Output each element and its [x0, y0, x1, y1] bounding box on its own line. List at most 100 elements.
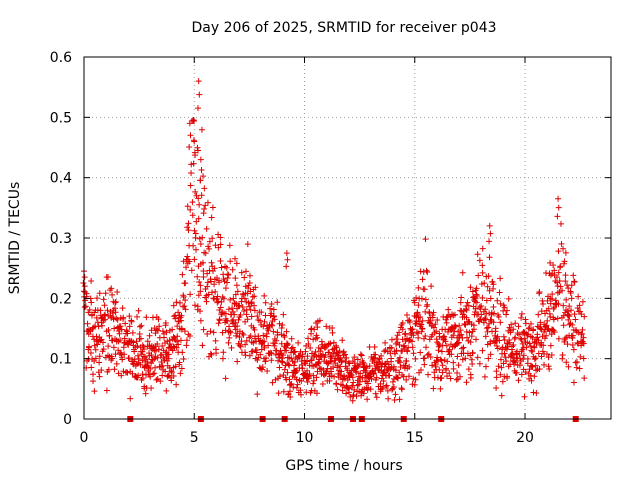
data-point — [469, 360, 476, 367]
data-point — [395, 357, 402, 364]
data-point — [485, 273, 492, 280]
data-point — [337, 363, 344, 370]
data-point — [190, 160, 197, 167]
data-point — [144, 338, 151, 345]
data-point — [409, 326, 416, 333]
data-point — [406, 318, 413, 325]
data-point — [497, 300, 504, 307]
data-point — [518, 371, 525, 378]
data-point — [293, 384, 300, 391]
data-point — [251, 326, 258, 333]
data-point — [284, 369, 291, 376]
data-point — [232, 275, 239, 282]
data-point — [454, 353, 461, 360]
data-point — [540, 301, 547, 308]
data-point — [242, 352, 249, 359]
data-point — [310, 380, 317, 387]
data-point — [571, 311, 578, 318]
data-point — [385, 395, 392, 402]
data-point — [118, 372, 125, 379]
data-point — [450, 359, 457, 366]
data-point — [304, 353, 311, 360]
data-point — [124, 369, 131, 376]
data-point — [202, 250, 209, 257]
data-point — [260, 332, 267, 339]
data-point — [574, 339, 581, 346]
data-point — [174, 323, 181, 330]
data-point — [565, 285, 572, 292]
data-point — [111, 305, 118, 312]
data-point — [173, 338, 180, 345]
data-point — [443, 342, 450, 349]
data-point — [270, 328, 277, 335]
data-point — [541, 335, 548, 342]
data-point — [91, 342, 98, 349]
data-point — [129, 329, 136, 336]
data-point — [178, 312, 185, 319]
data-point — [305, 375, 312, 382]
data-point — [125, 341, 132, 348]
data-point — [465, 318, 472, 325]
data-point — [187, 182, 194, 189]
data-point — [338, 357, 345, 364]
data-point — [581, 313, 588, 320]
data-point — [564, 341, 571, 348]
data-point — [96, 353, 103, 360]
data-point — [297, 387, 304, 394]
data-point — [181, 328, 188, 335]
data-point — [212, 337, 219, 344]
data-point — [94, 341, 101, 348]
data-point — [151, 370, 158, 377]
data-point — [170, 302, 177, 309]
data-point — [447, 313, 454, 320]
data-point — [257, 351, 264, 358]
data-point — [529, 363, 536, 370]
data-point — [283, 250, 290, 257]
data-point — [571, 279, 578, 286]
data-point — [222, 285, 229, 292]
data-point — [168, 369, 175, 376]
data-point — [426, 309, 433, 316]
data-point — [242, 318, 249, 325]
data-point — [340, 348, 347, 355]
data-point — [86, 306, 93, 313]
data-point — [310, 372, 317, 379]
data-point — [415, 284, 422, 291]
data-point — [545, 363, 552, 370]
data-point — [316, 317, 323, 324]
data-point — [119, 305, 126, 312]
data-point — [535, 350, 542, 357]
x-tick-label: 15 — [406, 430, 424, 446]
data-point — [152, 364, 159, 371]
data-point — [227, 329, 234, 336]
data-point — [433, 328, 440, 335]
data-point — [278, 331, 285, 338]
data-point — [516, 331, 523, 338]
data-point — [306, 370, 313, 377]
data-point — [392, 391, 399, 398]
data-point — [457, 327, 464, 334]
data-point — [265, 342, 272, 349]
data-point — [474, 251, 481, 258]
data-point — [195, 215, 202, 222]
data-point — [197, 156, 204, 163]
data-point — [251, 293, 258, 300]
data-point — [148, 327, 155, 334]
data-point — [88, 299, 95, 306]
data-point — [162, 320, 169, 327]
data-point — [539, 348, 546, 355]
data-point — [205, 243, 212, 250]
data-point — [261, 344, 268, 351]
data-point — [472, 305, 479, 312]
data-point — [490, 319, 497, 326]
data-point — [421, 355, 428, 362]
data-point — [357, 370, 364, 377]
data-point — [503, 307, 510, 314]
data-point — [192, 188, 199, 195]
data-point — [550, 316, 557, 323]
y-tick-label: 0.3 — [50, 231, 72, 247]
data-point — [486, 238, 493, 245]
data-point — [134, 313, 141, 320]
data-point — [581, 375, 588, 382]
data-point — [554, 213, 561, 220]
